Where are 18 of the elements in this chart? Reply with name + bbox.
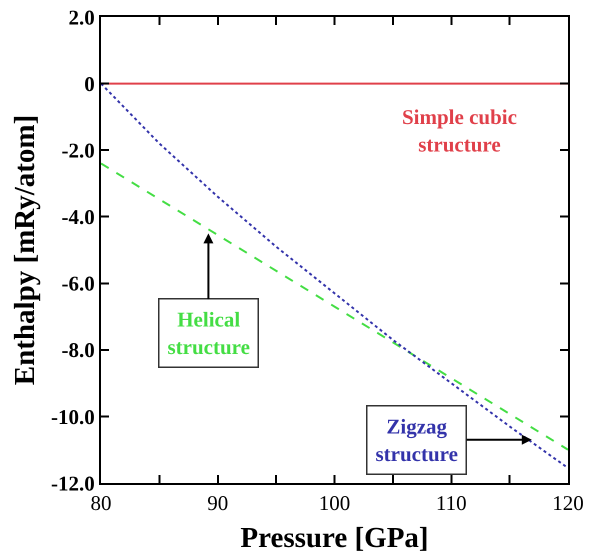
x-tick-label: 90 bbox=[207, 491, 228, 516]
y-tick-label: -10.0 bbox=[51, 404, 95, 429]
y-axis-title: Enthalpy [mRy/atom] bbox=[8, 114, 41, 386]
y-tick-label: 0 bbox=[84, 72, 95, 96]
annotation: Zigzag structure bbox=[376, 414, 458, 466]
annotation: Helical structure bbox=[168, 308, 250, 359]
line-series bbox=[101, 162, 568, 451]
y-tick-label: 2.0 bbox=[68, 5, 95, 30]
x-tick-label: 120 bbox=[552, 491, 584, 516]
x-axis-title: Pressure [GPa] bbox=[240, 522, 429, 554]
annotation: Simple cubic structure bbox=[402, 105, 517, 156]
line-series bbox=[101, 82, 568, 470]
y-tick-label: -2.0 bbox=[62, 138, 95, 162]
y-tick-label: -8.0 bbox=[62, 338, 95, 362]
y-tick-label: -6.0 bbox=[62, 272, 95, 296]
x-tick-label: 100 bbox=[318, 491, 350, 516]
y-tick-label: -4.0 bbox=[62, 205, 95, 230]
x-tick-label: 110 bbox=[436, 491, 467, 516]
